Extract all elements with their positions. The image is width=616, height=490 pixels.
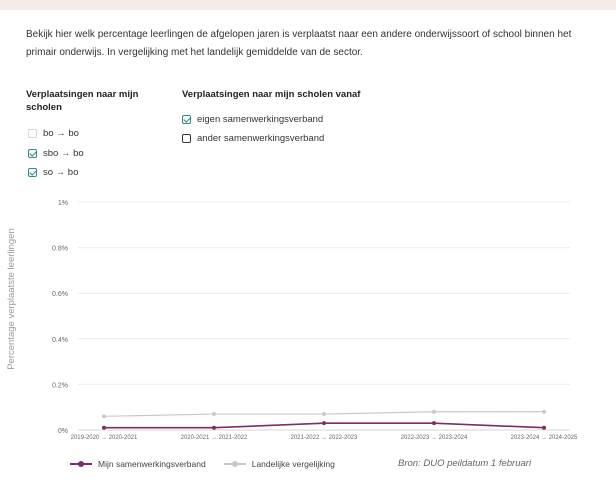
x-tick-label: 2022-2023 → 2023-2024 — [401, 435, 468, 441]
series-2-point — [322, 412, 326, 417]
x-tick-label: 2021-2022 → 2022-2023 — [291, 435, 358, 441]
legend-item-series-2[interactable]: Landelijke vergelijking — [223, 459, 335, 469]
series-1-point — [322, 421, 326, 426]
legend-swatch — [70, 461, 92, 467]
filter-option-label: eigen samenwerkingsverband — [197, 114, 324, 125]
intro-text: Bekijk hier welk percentage leerlingen d… — [26, 29, 572, 58]
series-1-point — [432, 421, 436, 426]
checkbox-checked-icon[interactable] — [182, 115, 191, 124]
filter-group-title-mijn-scholen: Verplaatsingen naar mijn scholen — [26, 89, 139, 113]
top-banner — [0, 0, 616, 10]
y-tick-label: 0.8% — [52, 246, 68, 253]
checkbox-icon[interactable] — [28, 129, 37, 138]
filter-option-eigen-swv[interactable]: eigen samenwerkingsverband — [182, 114, 323, 125]
filter-option-sbo-bo[interactable]: sbo → bo — [28, 148, 84, 159]
y-axis-label: Percentage verplaatste leerlingen — [6, 228, 17, 370]
y-tick-label: 0% — [58, 428, 68, 435]
y-tick-label: 1% — [58, 200, 68, 207]
x-tick-label: 2023-2024 → 2024-2025 — [511, 435, 578, 441]
legend-label: Mijn samenwerkingsverband — [98, 459, 206, 469]
x-tick-label: 2020-2021 → 2021-2022 — [181, 435, 248, 441]
line-chart: 0% 0.2% 0.4% 0.6% 0.8% 1% 2019-2020 → 2020-202… — [52, 200, 578, 441]
filter-option-label: so → bo — [43, 167, 79, 178]
filter-option-label: bo → bo — [43, 128, 79, 139]
filter-option-label: sbo → bo — [43, 148, 84, 159]
filter-option-bo-bo[interactable]: bo → bo — [28, 128, 79, 139]
chart-legend: Mijn samenwerkingsverband Landelijke ver… — [70, 459, 353, 469]
legend-swatch — [223, 461, 246, 467]
checkbox-checked-icon[interactable] — [28, 168, 37, 177]
y-tick-label: 0.4% — [52, 337, 68, 344]
series-2-point — [212, 412, 216, 417]
filter-option-label: ander samenwerkingsverband — [197, 133, 325, 144]
filter-option-ander-swv[interactable]: ander samenwerkingsverband — [182, 133, 324, 144]
y-tick-label: 0.6% — [52, 291, 68, 298]
checkbox-checked-icon[interactable] — [28, 149, 37, 158]
filter-option-so-bo[interactable]: so → bo — [28, 167, 78, 178]
source-note: Bron: DUO peildatum 1 februari — [398, 458, 532, 469]
legend-label: Landelijke vergelijking — [251, 459, 335, 469]
x-tick-label: 2019-2020 → 2020-2021 — [71, 435, 138, 441]
filter-group-title-vanaf: Verplaatsingen naar mijn scholen vanaf — [182, 89, 361, 100]
y-tick-label: 0.2% — [52, 382, 68, 389]
series-2-point — [542, 409, 546, 414]
legend-item-series-1[interactable]: Mijn samenwerkingsverband — [70, 459, 206, 469]
checkbox-unchecked-icon[interactable] — [182, 134, 191, 143]
series-2-point — [432, 409, 436, 414]
series-1-point — [102, 425, 106, 430]
series-1-point — [542, 425, 546, 430]
series-1-point — [212, 425, 216, 430]
series-2-point — [102, 414, 106, 419]
